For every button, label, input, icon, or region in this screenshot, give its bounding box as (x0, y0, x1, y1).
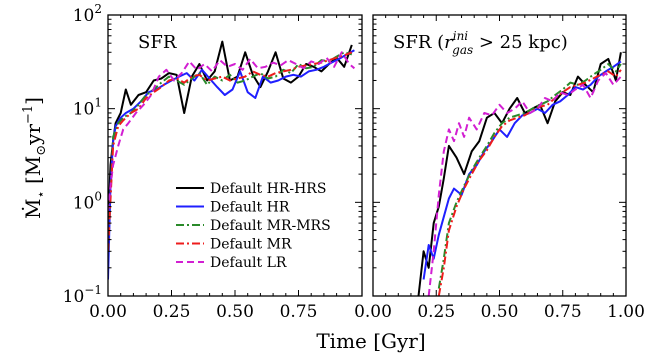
y-tick-label: 101 (73, 96, 102, 120)
series-line-default-mr-mrs (437, 63, 622, 289)
y-tick-label: 10−1 (63, 283, 102, 307)
x-tick-label: 0.50 (216, 302, 254, 322)
y-axis-title: Ṁ⋆ [M⊙yr−1] (21, 97, 49, 219)
x-axis-title: Time [Gyr] (316, 329, 425, 353)
series-line-default-hr-hrs (417, 52, 622, 296)
series-line-default-mr (437, 69, 622, 296)
x-tick-label: 0.50 (481, 302, 519, 322)
x-tick-label: 0.75 (544, 302, 582, 322)
series-line-default-lr (427, 72, 622, 296)
series-line-default-hr (422, 60, 622, 280)
legend: Default HR-HRS Default HR Default MR-MRS De… (176, 181, 331, 271)
panel-right: 0.00 0.25 0.50 0.75 1.00 SFR (rini gas > 25 kp… (354, 14, 645, 322)
y-tick-label: 100 (73, 189, 102, 213)
panel-title: SFR (rini gas > 25 kpc) (393, 29, 568, 57)
x-tick-label: 0.25 (417, 302, 455, 322)
plot-frame (372, 14, 627, 297)
series-line-default-mr (108, 51, 353, 252)
panel-title: SFR (138, 32, 177, 53)
series-group (108, 40, 356, 280)
legend-label: Default MR (210, 237, 292, 253)
panel-left: 0.00 0.25 0.50 0.75 10−1 100 101 102 SFR Default … (63, 2, 363, 322)
series-line-default-lr (108, 51, 356, 212)
legend-label: Default LR (210, 255, 287, 271)
plot-frame (107, 14, 363, 297)
legend-label: Default MR-MRS (210, 218, 331, 234)
y-tick-label: 102 (73, 2, 102, 26)
series-line-default-hr (108, 49, 355, 280)
x-tick-label: 0.00 (89, 302, 127, 322)
legend-label: Default HR (210, 200, 290, 216)
legend-label: Default HR-HRS (210, 181, 326, 197)
x-tick-label: 1.00 (607, 302, 645, 322)
series-group (417, 52, 622, 296)
x-tick-label: 0.75 (280, 302, 318, 322)
x-tick-label: 0.00 (354, 302, 392, 322)
x-tick-label: 0.25 (153, 302, 191, 322)
series-line-default-hr-hrs (108, 40, 353, 231)
